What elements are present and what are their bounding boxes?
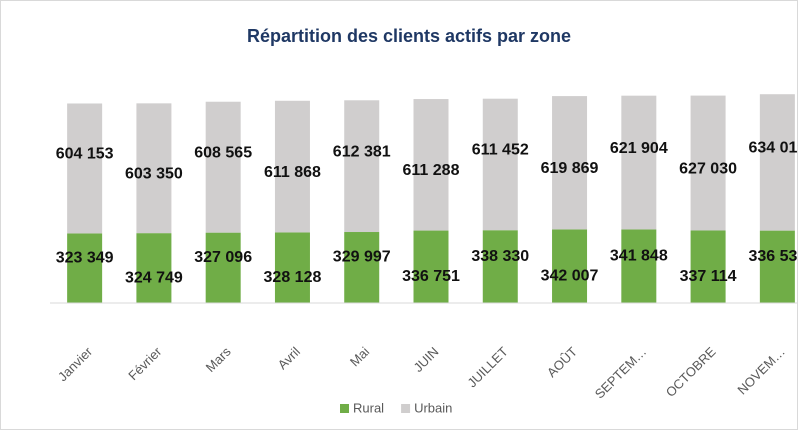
bar-segment: [621, 229, 657, 303]
data-label: 324 749: [125, 269, 183, 286]
bar-segment: [205, 232, 241, 303]
data-label: 341 848: [610, 247, 668, 264]
data-label: 336 530: [748, 248, 798, 265]
bar-segment: [482, 230, 518, 303]
bar-segment: [621, 95, 657, 230]
bar-segment: [690, 230, 726, 303]
bar-segment: [413, 99, 449, 231]
data-label: 608 565: [194, 144, 252, 161]
data-label: 338 330: [471, 248, 529, 265]
data-label: 611 288: [403, 162, 460, 179]
bar-segment: [552, 229, 588, 303]
legend-label: Rural: [353, 400, 384, 415]
bar-segment: [759, 230, 795, 303]
data-label: 342 007: [541, 267, 599, 284]
data-label: 336 751: [402, 268, 460, 285]
legend-label: Urbain: [414, 400, 452, 415]
data-label: 612 381: [333, 143, 391, 160]
data-label: 621 904: [610, 140, 668, 157]
bar-segment: [205, 101, 241, 233]
data-label: 611 868: [264, 164, 321, 181]
chart-title: Répartition des clients actifs par zone: [247, 26, 571, 46]
bar-segment: [274, 232, 310, 303]
data-label: 327 096: [194, 249, 252, 266]
bar-segment: [67, 103, 103, 234]
data-label: 323 349: [56, 249, 114, 266]
data-label: 328 128: [264, 269, 322, 286]
bar-segment: [344, 100, 380, 233]
bar-segment: [136, 233, 172, 303]
legend-swatch: [401, 404, 411, 413]
data-label: 337 114: [680, 268, 737, 285]
bar-segment: [136, 103, 172, 234]
bar-segment: [482, 98, 518, 231]
bar-segment: [690, 95, 726, 231]
data-label: 611 452: [472, 142, 529, 159]
data-label: 329 997: [333, 249, 391, 266]
data-label: 619 869: [541, 160, 599, 177]
bar-segment: [67, 233, 103, 303]
data-label: 627 030: [679, 160, 737, 177]
bar-segment: [413, 230, 449, 303]
data-label: 603 350: [125, 165, 183, 182]
bar-segment: [759, 94, 795, 231]
bar-segment: [344, 232, 380, 303]
bar-segment: [552, 96, 588, 230]
legend-swatch: [340, 404, 349, 413]
bar-segment: [274, 100, 310, 233]
data-label: 634 019: [748, 140, 798, 157]
data-label: 604 153: [56, 146, 114, 163]
